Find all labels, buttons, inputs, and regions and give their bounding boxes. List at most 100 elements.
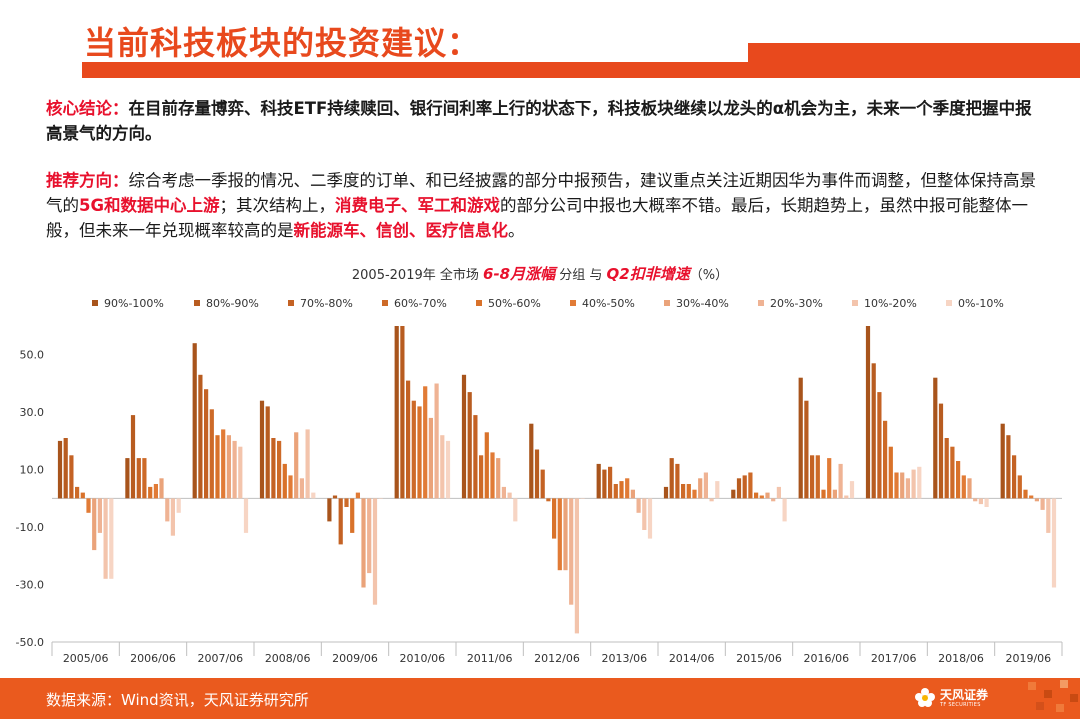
bar	[821, 489, 826, 499]
bar	[978, 498, 983, 505]
bar	[625, 478, 630, 499]
bar	[243, 498, 249, 533]
bar	[394, 326, 399, 499]
bar	[574, 498, 579, 634]
x-tick-label: 2016/06	[803, 652, 849, 665]
bar	[355, 492, 360, 499]
bar	[804, 400, 809, 499]
core-text: 在目前存量博弈、科技ETF持续赎回、银行间利率上行的状态下，科技板块继续以龙头的…	[46, 99, 1032, 143]
bar	[1040, 498, 1045, 510]
legend-label: 50%-60%	[488, 297, 541, 310]
bar	[125, 458, 130, 499]
bar	[1046, 498, 1051, 533]
bar	[80, 492, 85, 499]
bar	[473, 415, 478, 499]
bar	[905, 478, 910, 499]
x-tick-label: 2018/06	[938, 652, 984, 665]
legend-label: 80%-90%	[206, 297, 259, 310]
bar	[411, 400, 416, 499]
bar	[815, 455, 820, 499]
bar	[961, 475, 966, 499]
bar	[97, 498, 102, 533]
rec-text-1: 综合考虑一季报的情况、二季度的订单、和已经披露的部分中报预告，建议重点关注近期因…	[46, 171, 1036, 215]
bar	[552, 498, 557, 539]
title-rule	[82, 62, 1080, 65]
chart-title-part: 分组 与	[555, 268, 606, 283]
x-tick-label: 2017/06	[871, 652, 917, 665]
rec-highlight-3: 新能源车、信创、医疗信息化	[293, 221, 509, 240]
bar	[103, 498, 108, 579]
bar	[630, 489, 635, 499]
bar	[1017, 475, 1022, 499]
legend-swatch	[570, 300, 576, 306]
bar	[776, 486, 781, 499]
bar	[546, 498, 551, 502]
company-logo: 天风证券 TF SECURITIES	[912, 684, 1022, 714]
bar	[344, 498, 349, 507]
logo-name: 天风证券	[940, 688, 989, 702]
legend-label: 70%-80%	[300, 297, 353, 310]
x-tick-label: 2012/06	[534, 652, 580, 665]
bar	[1029, 495, 1034, 499]
bar	[967, 478, 972, 499]
bar	[849, 481, 855, 499]
bar	[984, 498, 989, 507]
bar	[759, 495, 764, 499]
chart-title: 2005-2019年 全市场 6-8月涨幅 分组 与 Q2扣非增速（%）	[352, 265, 728, 283]
bar	[748, 472, 753, 499]
bar	[950, 446, 955, 499]
bar	[226, 435, 231, 499]
legend-swatch	[194, 300, 200, 306]
bar	[973, 498, 978, 502]
bar	[944, 438, 949, 499]
bar	[613, 484, 618, 499]
legend-label: 60%-70%	[394, 297, 447, 310]
bar	[327, 498, 332, 522]
bar	[956, 461, 961, 499]
bar	[619, 481, 624, 499]
legend-swatch	[92, 300, 98, 306]
bar	[669, 458, 674, 499]
bar	[698, 478, 703, 499]
bar	[529, 423, 534, 499]
bar	[271, 438, 276, 499]
flower-icon	[915, 688, 935, 707]
bar	[192, 343, 197, 499]
bar	[608, 466, 613, 499]
bar	[534, 449, 540, 499]
legend-swatch	[476, 300, 482, 306]
chart-title-part: Q2扣非增速	[607, 265, 693, 283]
rec-label: 推荐方向：	[46, 171, 129, 190]
bar	[865, 326, 871, 499]
bar	[423, 386, 428, 499]
bar	[709, 498, 714, 502]
bar	[367, 498, 372, 574]
title-bar	[82, 65, 1080, 78]
rec-text-3: 的部分公司中报也大概率不错。最后，长期趋势上，虽然中报可能整体一般，但未来一年兑…	[46, 196, 1029, 240]
core-conclusion: 核心结论：在目前存量博弈、科技ETF持续赎回、银行间利率上行的状态下，科技板块继…	[46, 96, 1046, 146]
bar	[731, 489, 736, 499]
bar	[305, 429, 310, 499]
y-tick-label: -10.0	[16, 521, 44, 534]
x-tick-label: 2007/06	[197, 652, 243, 665]
legend-swatch	[664, 300, 670, 306]
bar	[198, 374, 203, 499]
y-tick-label: -30.0	[16, 579, 44, 592]
bar	[647, 498, 653, 539]
y-tick-label: -50.0	[16, 636, 44, 649]
legend-swatch	[382, 300, 388, 306]
bar	[361, 498, 366, 588]
legend-swatch	[288, 300, 294, 306]
bar	[75, 486, 80, 499]
bar	[871, 363, 876, 499]
bar	[602, 469, 607, 499]
x-tick-label: 2010/06	[399, 652, 445, 665]
bar	[406, 380, 411, 499]
bar	[557, 498, 562, 571]
bar	[1000, 423, 1005, 499]
bar	[877, 392, 882, 499]
bar	[883, 420, 888, 499]
bar	[642, 498, 647, 530]
bar	[888, 446, 893, 499]
bar	[703, 472, 708, 499]
